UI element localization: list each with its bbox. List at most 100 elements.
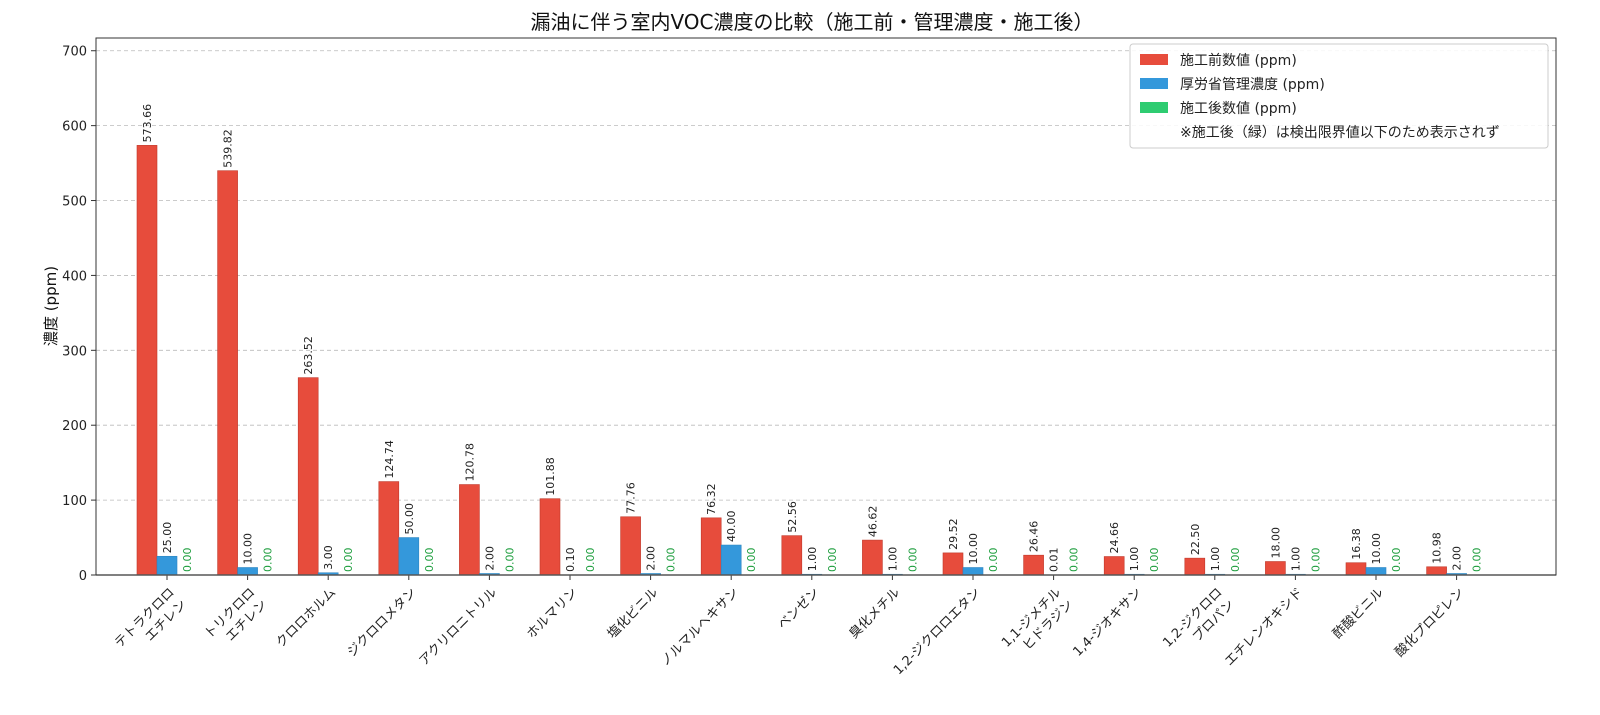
x-tick-label: ホルマリン (524, 585, 581, 642)
x-tick-label-line: ホルマリン (524, 585, 581, 642)
data-label: 0.00 (1148, 548, 1161, 573)
data-label: 10.00 (1370, 533, 1383, 565)
x-tick-label: 酢酸ビニル (1330, 585, 1387, 642)
y-tick-label: 0 (79, 569, 87, 584)
bar-before (1427, 567, 1447, 575)
y-tick-label: 300 (62, 344, 87, 359)
x-tick-label: トリクロロエチレン (202, 585, 271, 654)
bar-standard (1366, 568, 1386, 575)
bar-before (1265, 562, 1285, 575)
bar-standard (399, 538, 419, 575)
bar-before (1024, 555, 1044, 575)
legend-swatch (1140, 78, 1168, 89)
data-label: 0.00 (826, 548, 839, 573)
y-tick-label: 400 (62, 269, 87, 284)
x-tick-label-line: クロロホルム (273, 585, 339, 651)
x-tick-label: 1,1-ジメチルヒドラジン (999, 585, 1076, 662)
data-label: 26.46 (1028, 521, 1041, 553)
bar-before (298, 378, 318, 575)
y-tick-label: 100 (62, 494, 87, 509)
data-label: 10.98 (1431, 532, 1444, 564)
data-label: 0.00 (665, 548, 678, 573)
data-label: 0.00 (987, 548, 1000, 573)
data-label: 1.00 (806, 547, 819, 572)
data-label: 16.38 (1350, 528, 1363, 560)
bar-before (862, 540, 882, 575)
bar-before (218, 171, 238, 575)
bar-before (1104, 557, 1124, 575)
bar-before (1346, 563, 1366, 575)
x-tick-label-line: ジクロロメタン (345, 585, 420, 660)
y-tick-label: 500 (62, 195, 87, 210)
x-tick-label: 1,4-ジオキサン (1071, 585, 1146, 660)
bar-before (379, 482, 399, 575)
data-label: 0.10 (564, 547, 577, 572)
x-tick-label-line: 酸化プロピレン (1392, 585, 1467, 660)
data-label: 120.78 (463, 443, 476, 482)
data-label: 0.00 (181, 548, 194, 573)
data-label: 0.00 (1309, 548, 1322, 573)
bar-before (1185, 558, 1205, 575)
x-tick-label: 臭化メチル (847, 585, 904, 642)
x-tick-label: 1,2-ジクロロエタン (891, 585, 984, 678)
legend-note: ※施工後（緑）は検出限界値以下のため表示されず (1180, 125, 1500, 141)
data-label: 0.00 (906, 548, 919, 573)
data-label: 0.00 (1471, 548, 1484, 573)
data-label: 3.00 (322, 545, 335, 570)
data-label: 0.00 (584, 548, 597, 573)
x-tick-label: ジクロロメタン (345, 585, 420, 660)
data-label: 22.50 (1189, 524, 1202, 556)
x-tick-label: 酸化プロピレン (1392, 585, 1467, 660)
legend: 施工前数値 (ppm)厚労省管理濃度 (ppm)施工後数値 (ppm)※施工後（… (1130, 44, 1548, 148)
data-label: 1.00 (1289, 547, 1302, 572)
x-tick-label-line: 塩化ビニル (605, 585, 662, 642)
x-tick-label: ノルマルヘキサン (658, 585, 742, 669)
data-label: 10.00 (967, 533, 980, 565)
data-label: 10.00 (242, 533, 255, 565)
data-label: 1.00 (1128, 547, 1141, 572)
bar-before (782, 536, 802, 575)
data-label: 2.00 (645, 546, 658, 571)
data-label: 101.88 (544, 457, 557, 496)
data-label: 263.52 (302, 336, 315, 375)
x-tick-label-line: アクリロニトリル (417, 585, 501, 669)
data-label: 76.32 (705, 483, 718, 515)
x-tick-label-line: 1,2-ジクロロエタン (891, 585, 984, 678)
x-tick-label: 塩化ビニル (605, 585, 662, 642)
data-label: 0.00 (342, 548, 355, 573)
data-label: 0.00 (503, 548, 516, 573)
data-label: 50.00 (403, 503, 416, 535)
data-label: 29.52 (947, 518, 960, 550)
data-label: 18.00 (1269, 527, 1282, 559)
data-label: 0.00 (1390, 548, 1403, 573)
y-tick-label: 700 (62, 45, 87, 60)
x-tick-label: アクリロニトリル (417, 585, 501, 669)
data-label: 0.00 (1068, 548, 1081, 573)
data-label: 0.01 (1048, 547, 1061, 572)
x-tick-label-line: 臭化メチル (847, 585, 904, 642)
legend-label: 厚労省管理濃度 (ppm) (1180, 77, 1325, 93)
data-label: 46.62 (866, 506, 879, 538)
x-tick-label-line: 1,4-ジオキサン (1071, 585, 1146, 660)
data-label: 539.82 (222, 129, 235, 168)
bar-standard (157, 556, 177, 575)
bar-standard (721, 545, 741, 575)
chart-title: 漏油に伴う室内VOC濃度の比較（施工前・管理濃度・施工後） (530, 10, 1093, 34)
legend-swatch (1140, 102, 1168, 113)
data-label: 2.00 (1451, 546, 1464, 571)
bar-before (459, 485, 479, 575)
data-label: 0.00 (423, 548, 436, 573)
x-tick-label: テトラクロロエチレン (112, 585, 190, 663)
x-tick-label-line: ベンゼン (775, 585, 822, 632)
y-tick-label: 200 (62, 419, 87, 434)
bar-before (137, 145, 157, 575)
data-label: 2.00 (483, 546, 496, 571)
data-label: 124.74 (383, 440, 396, 479)
x-tick-label: クロロホルム (273, 585, 339, 651)
x-tick-label: 1,2-ジクロロプロパン (1160, 585, 1237, 662)
data-label: 24.66 (1108, 522, 1121, 554)
x-tick-label: ベンゼン (775, 585, 822, 632)
y-axis-label: 濃度 (ppm) (42, 266, 60, 346)
bar-before (701, 518, 721, 575)
